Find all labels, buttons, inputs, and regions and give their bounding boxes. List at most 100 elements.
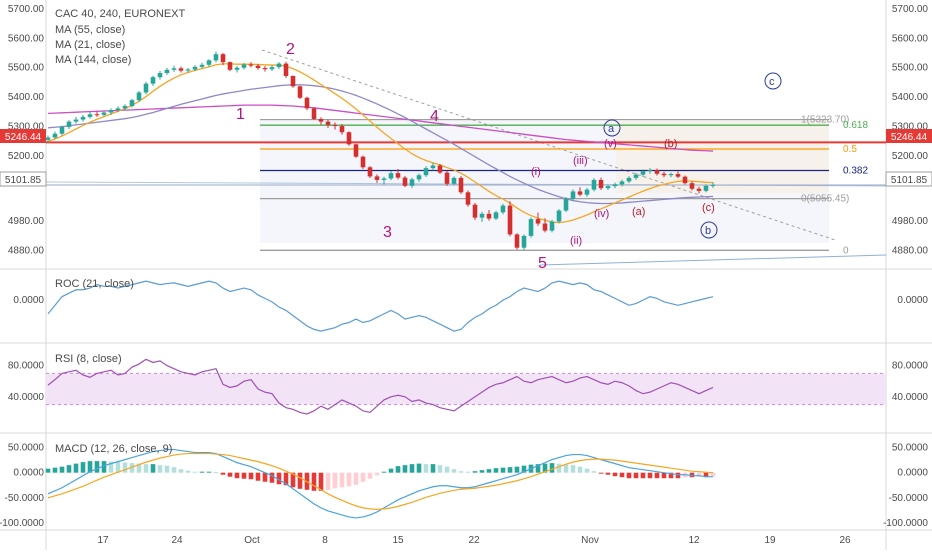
- candle: [479, 213, 485, 218]
- macd-hist-bar: [290, 472, 296, 488]
- rsi-band: [46, 373, 886, 405]
- fib-level-label: 1(5323.70): [801, 115, 849, 126]
- candle: [318, 118, 324, 122]
- macd-hist-bar: [437, 465, 443, 473]
- macd-hist-bar: [108, 461, 114, 473]
- wave-label: 3: [383, 224, 392, 241]
- wave-label: 4: [430, 108, 439, 125]
- wave-label: (b): [664, 138, 677, 150]
- y-tick-label: 5700.00: [8, 4, 45, 15]
- macd-hist-bar: [689, 472, 695, 478]
- y-tick-label: 5200.00: [8, 151, 45, 162]
- wave-label: 1: [236, 106, 245, 123]
- macd-hist-bar: [199, 471, 205, 473]
- macd-hist-bar: [234, 472, 240, 479]
- y-tick-label: 5400.00: [8, 92, 45, 103]
- roc-tick-label: 0.0000: [897, 295, 928, 306]
- candle: [605, 186, 611, 189]
- candle: [500, 205, 506, 213]
- candle: [395, 173, 401, 178]
- y-tick-label: 4980.00: [8, 216, 45, 227]
- x-tick-label: 12: [688, 535, 700, 546]
- fib-level-label: 0.5: [843, 144, 857, 155]
- macd-hist-bar: [423, 464, 429, 473]
- y-tick-label: 5500.00: [892, 63, 929, 74]
- rsi-line: [47, 358, 714, 415]
- macd-hist-bar: [241, 472, 247, 479]
- macd-hist-bar: [703, 472, 709, 478]
- macd-hist-bar: [640, 472, 646, 479]
- macd-hist-bar: [122, 462, 128, 473]
- candle: [122, 106, 128, 109]
- macd-hist-bar: [248, 472, 254, 480]
- macd-tick-label: -50.0000: [889, 493, 929, 504]
- fib-levels: 1(5323.70)0.618 0.5 0.382 0(5055.45) 0: [46, 115, 886, 256]
- macd-hist-bar: [577, 466, 583, 473]
- y-tick-label: 5300.00: [892, 122, 929, 133]
- candle: [262, 68, 268, 70]
- macd-hist-bar: [213, 472, 219, 474]
- macd-hist-bar: [619, 472, 625, 478]
- candle: [227, 62, 233, 70]
- macd-hist-bar: [465, 471, 471, 473]
- wave-circle: [603, 119, 621, 137]
- macd-hist-bar: [549, 463, 555, 473]
- candle: [59, 126, 65, 134]
- macd-hist-bar: [374, 472, 380, 476]
- macd-hist-bar: [150, 464, 156, 473]
- macd-hist-bar: [255, 472, 261, 481]
- macd-hist-bar: [325, 472, 331, 490]
- macd-hist-bar: [73, 463, 79, 473]
- macd-hist-bar: [80, 462, 86, 473]
- macd-hist-bar: [472, 471, 478, 473]
- candle: [150, 77, 156, 84]
- candle: [381, 178, 387, 180]
- indicators: [45, 280, 886, 519]
- candle: [297, 86, 303, 98]
- fib-level-label: 0: [843, 245, 849, 256]
- macd-hist-bar: [45, 468, 51, 473]
- fib-level-label: 0(5055.45): [801, 194, 849, 205]
- candle: [143, 83, 149, 93]
- macd-hist-bar: [409, 464, 415, 473]
- candle: [45, 137, 51, 140]
- macd-hist-bar: [542, 463, 548, 473]
- macd-hist-bar: [626, 472, 632, 479]
- candle: [353, 144, 359, 157]
- candle: [234, 67, 240, 70]
- price-tag-current-left: [0, 171, 47, 187]
- macd-hist-bar: [353, 472, 359, 485]
- y-tick-label: 5600.00: [8, 33, 45, 44]
- price-tag-current-right: [885, 171, 932, 187]
- y-tick-label: 5600.00: [892, 33, 929, 44]
- macd-hist-bar: [318, 472, 324, 491]
- macd-hist-bar: [633, 472, 639, 479]
- macd-hist-bar: [388, 468, 394, 473]
- candle: [689, 183, 695, 189]
- x-tick-label: Nov: [581, 535, 599, 546]
- y-tick-label: 5700.00: [892, 4, 929, 15]
- candle: [276, 63, 282, 68]
- candle: [220, 54, 226, 63]
- candle: [388, 173, 394, 179]
- candle: [668, 174, 674, 176]
- macd-hist-bar: [486, 469, 492, 473]
- candle: [430, 165, 436, 169]
- macd-hist-bar: [101, 461, 107, 473]
- macd-hist-bar: [339, 472, 345, 488]
- wave-label: b: [705, 225, 711, 237]
- wave-label: (c): [702, 202, 715, 214]
- candle: [584, 189, 590, 195]
- candle: [661, 173, 667, 176]
- candle: [178, 68, 184, 71]
- candle: [549, 221, 555, 231]
- candle: [185, 69, 191, 71]
- candle: [626, 177, 632, 182]
- x-tick-label: 8: [322, 535, 328, 546]
- y-tick-label: 4880.00: [8, 245, 45, 256]
- fib-level-label: 0.382: [843, 166, 868, 177]
- macd-hist-bar: [185, 470, 191, 473]
- wave-label: (a): [632, 206, 645, 218]
- macd-tick-label: -50.0000: [5, 493, 45, 504]
- rsi-tick-label: 40.0000: [892, 392, 929, 403]
